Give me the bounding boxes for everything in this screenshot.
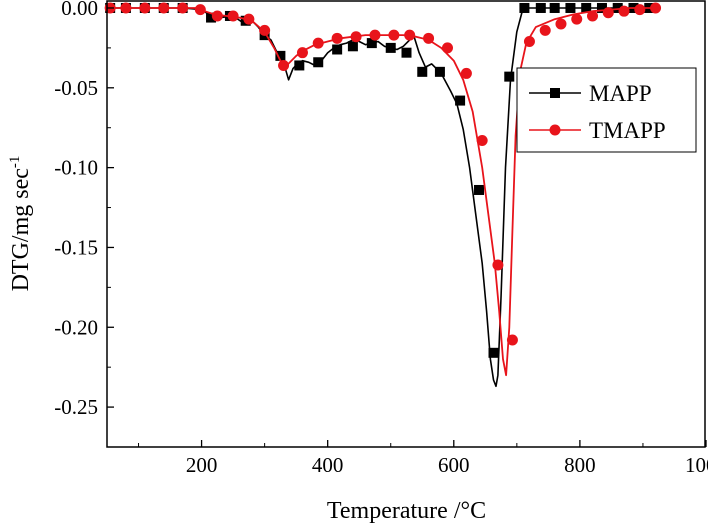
x-tick-label: 200	[186, 453, 218, 477]
data-point-tmapp	[369, 29, 381, 41]
x-tick-label: 1000	[685, 453, 708, 477]
data-point-tmapp	[120, 2, 132, 14]
legend-label-tmapp: TMAPP	[589, 118, 666, 143]
plot-frame	[106, 0, 706, 448]
y-axis-title-main: DTG/mg sec	[8, 168, 34, 291]
data-point-tmapp	[650, 2, 662, 14]
data-point-tmapp	[194, 4, 206, 16]
data-point-mapp	[504, 71, 515, 82]
data-point-mapp	[347, 41, 358, 52]
data-point-tmapp	[506, 334, 518, 346]
data-point-mapp	[206, 12, 217, 23]
data-point-mapp	[417, 66, 428, 77]
data-point-mapp	[549, 2, 560, 13]
y-axis-title-superscript: -1	[7, 156, 23, 169]
data-point-tmapp	[331, 32, 343, 44]
data-point-tmapp	[388, 29, 400, 41]
data-point-mapp	[596, 2, 607, 13]
legend-entry-tmapp: TMAPP	[529, 118, 666, 143]
data-point-tmapp	[587, 10, 599, 22]
x-axis-title: Temperature /°C	[327, 498, 486, 524]
data-point-mapp	[488, 347, 499, 358]
data-point-mapp	[581, 2, 592, 13]
data-point-tmapp	[259, 24, 271, 36]
data-point-tmapp	[539, 24, 551, 36]
data-point-tmapp	[227, 10, 239, 22]
data-point-mapp	[565, 2, 576, 13]
series-layer	[104, 2, 662, 388]
y-tick-label: -0.25	[54, 395, 98, 419]
y-tick-label: -0.10	[54, 156, 98, 180]
data-point-tmapp	[634, 4, 646, 16]
data-point-tmapp	[492, 259, 504, 271]
data-point-tmapp	[441, 42, 453, 54]
data-point-tmapp	[158, 2, 170, 14]
data-point-mapp	[294, 60, 305, 71]
data-point-mapp	[275, 50, 286, 61]
legend-entry-mapp: MAPP	[529, 81, 652, 106]
data-point-mapp	[366, 38, 377, 49]
legend-marker-mapp	[550, 88, 560, 98]
data-point-tmapp	[618, 5, 630, 17]
data-point-tmapp	[177, 2, 189, 14]
axis-layer: 200 400 600 800 1000 0.00 -0.05 -0.10 -0.15 -0.20…	[54, 0, 708, 477]
data-point-mapp	[434, 66, 445, 77]
data-point-tmapp	[296, 47, 308, 59]
data-point-tmapp	[571, 13, 583, 25]
data-point-tmapp	[476, 134, 488, 146]
data-point-mapp	[455, 95, 466, 106]
y-tick-label: 0.00	[61, 0, 98, 20]
data-point-mapp	[612, 2, 623, 13]
x-tick-label: 800	[564, 453, 596, 477]
data-point-mapp	[519, 2, 530, 13]
data-point-mapp	[535, 2, 546, 13]
data-point-tmapp	[243, 13, 255, 25]
data-point-tmapp	[139, 2, 151, 14]
data-point-mapp	[332, 44, 343, 55]
data-point-mapp	[474, 184, 485, 195]
x-tick-label: 600	[438, 453, 470, 477]
data-point-tmapp	[278, 59, 290, 71]
y-axis-title: DTG/mg sec-1	[7, 156, 34, 292]
y-tick-label: -0.05	[54, 76, 98, 100]
data-point-tmapp	[404, 29, 416, 41]
data-point-tmapp	[312, 37, 324, 49]
data-point-tmapp	[350, 31, 362, 43]
legend: MAPP TMAPP	[516, 67, 697, 153]
x-tick-label: 400	[312, 453, 344, 477]
legend-label-mapp: MAPP	[589, 81, 652, 106]
legend-marker-tmapp	[549, 124, 561, 136]
data-point-mapp	[401, 47, 412, 58]
data-point-tmapp	[555, 18, 567, 30]
data-point-tmapp	[211, 10, 223, 22]
legend-box	[516, 67, 697, 153]
y-tick-label: -0.20	[54, 315, 98, 339]
data-point-tmapp	[423, 32, 435, 44]
data-point-tmapp	[523, 36, 535, 48]
data-point-mapp	[313, 57, 324, 68]
data-point-tmapp	[460, 67, 472, 79]
data-point-tmapp	[602, 7, 614, 19]
y-tick-label: -0.15	[54, 235, 98, 259]
data-point-mapp	[385, 42, 396, 53]
